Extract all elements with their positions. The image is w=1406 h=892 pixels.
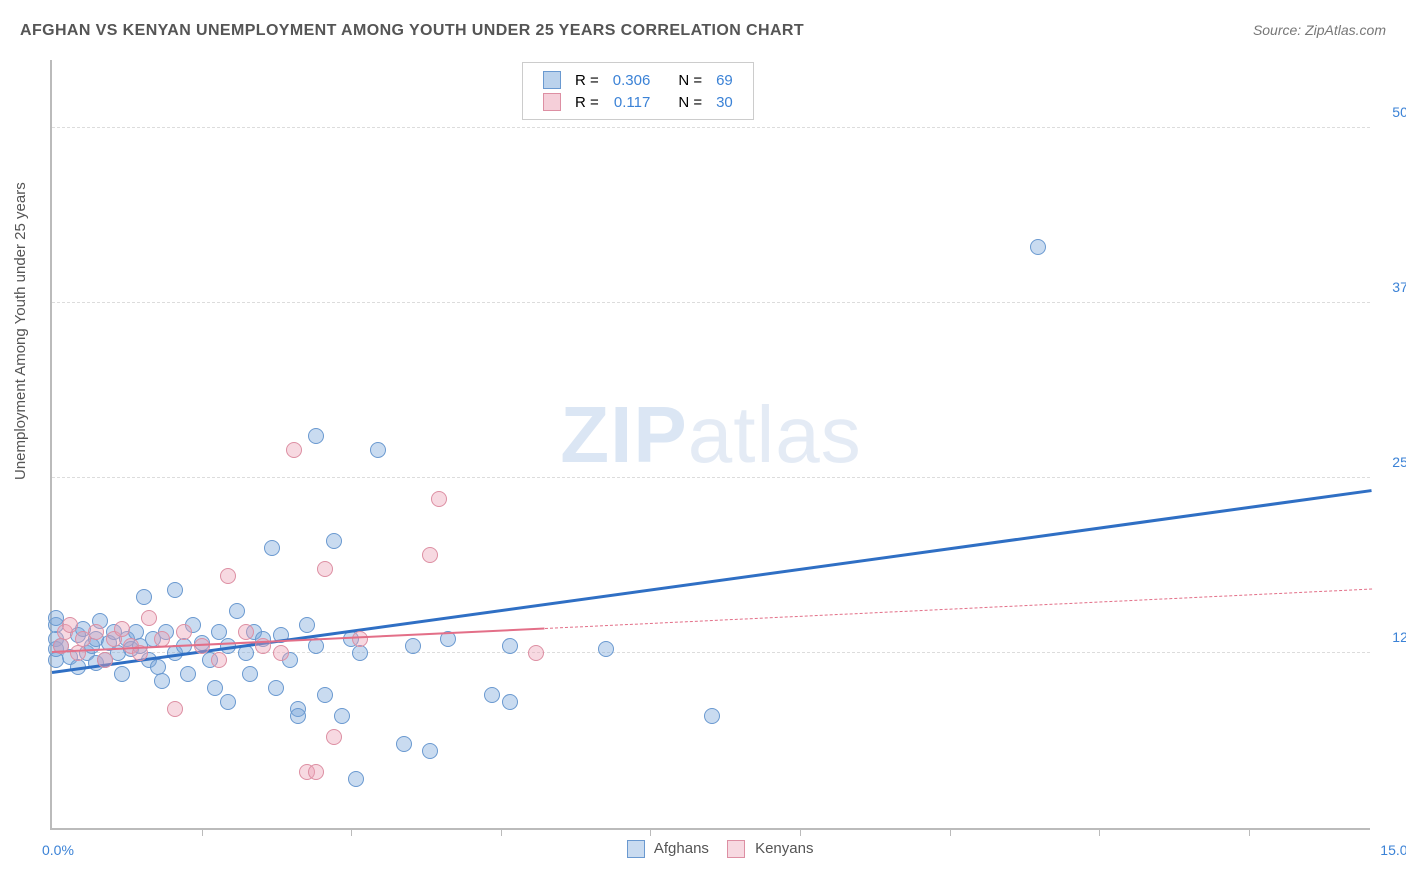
data-point-afghans xyxy=(405,638,421,654)
legend-swatch xyxy=(727,840,745,858)
data-point-kenyans xyxy=(273,645,289,661)
data-point-kenyans xyxy=(211,652,227,668)
data-point-afghans xyxy=(598,641,614,657)
legend-r-label: R = xyxy=(569,92,605,112)
legend-swatch xyxy=(543,71,561,89)
trend-line xyxy=(545,589,1372,629)
source-label: Source: ZipAtlas.com xyxy=(1253,22,1386,38)
data-point-kenyans xyxy=(176,624,192,640)
legend-r-label: R = xyxy=(569,70,605,90)
data-point-afghans xyxy=(264,540,280,556)
data-point-afghans xyxy=(348,771,364,787)
y-axis-label: Unemployment Among Youth under 25 years xyxy=(12,182,29,480)
data-point-afghans xyxy=(167,582,183,598)
y-tick-label: 12.5% xyxy=(1374,629,1406,645)
x-tick xyxy=(950,828,951,836)
x-tick xyxy=(1099,828,1100,836)
correlation-legend: R =0.306 N =69 R =0.117 N =30 xyxy=(522,62,754,120)
data-point-afghans xyxy=(154,673,170,689)
data-point-afghans xyxy=(229,603,245,619)
gridline xyxy=(52,127,1370,128)
data-point-kenyans xyxy=(326,729,342,745)
legend-swatch xyxy=(543,93,561,111)
data-point-kenyans xyxy=(88,624,104,640)
legend-series-label: Afghans xyxy=(651,840,709,857)
x-axis-max-label: 15.0% xyxy=(1380,842,1406,858)
data-point-afghans xyxy=(317,687,333,703)
data-point-afghans xyxy=(422,743,438,759)
gridline xyxy=(52,302,1370,303)
data-point-afghans xyxy=(220,694,236,710)
data-point-afghans xyxy=(334,708,350,724)
legend-n-value: 30 xyxy=(710,92,739,112)
gridline xyxy=(52,477,1370,478)
data-point-kenyans xyxy=(167,701,183,717)
x-tick xyxy=(202,828,203,836)
watermark: ZIPatlas xyxy=(560,389,861,481)
x-tick xyxy=(501,828,502,836)
data-point-kenyans xyxy=(308,764,324,780)
data-point-afghans xyxy=(502,638,518,654)
trend-line xyxy=(52,489,1372,674)
x-tick xyxy=(351,828,352,836)
data-point-afghans xyxy=(484,687,500,703)
data-point-kenyans xyxy=(422,547,438,563)
data-point-afghans xyxy=(299,617,315,633)
chart-title: AFGHAN VS KENYAN UNEMPLOYMENT AMONG YOUT… xyxy=(20,22,804,40)
legend-n-label: N = xyxy=(672,70,708,90)
data-point-kenyans xyxy=(238,624,254,640)
data-point-afghans xyxy=(326,533,342,549)
data-point-afghans xyxy=(290,708,306,724)
data-point-kenyans xyxy=(528,645,544,661)
data-point-kenyans xyxy=(114,621,130,637)
chart-container: AFGHAN VS KENYAN UNEMPLOYMENT AMONG YOUT… xyxy=(0,0,1406,892)
legend-swatch xyxy=(627,840,645,858)
data-point-afghans xyxy=(502,694,518,710)
data-point-afghans xyxy=(396,736,412,752)
data-point-kenyans xyxy=(62,617,78,633)
y-tick-label: 25.0% xyxy=(1374,454,1406,470)
data-point-kenyans xyxy=(286,442,302,458)
data-point-afghans xyxy=(268,680,284,696)
data-point-afghans xyxy=(242,666,258,682)
legend-r-value: 0.306 xyxy=(607,70,657,90)
y-tick-label: 37.5% xyxy=(1374,279,1406,295)
data-point-afghans xyxy=(704,708,720,724)
y-tick-label: 50.0% xyxy=(1374,104,1406,120)
data-point-afghans xyxy=(207,680,223,696)
legend-r-value: 0.117 xyxy=(607,92,657,112)
data-point-kenyans xyxy=(97,652,113,668)
data-point-afghans xyxy=(352,645,368,661)
legend-n-value: 69 xyxy=(710,70,739,90)
data-point-afghans xyxy=(114,666,130,682)
data-point-kenyans xyxy=(220,568,236,584)
x-tick xyxy=(1249,828,1250,836)
data-point-kenyans xyxy=(352,631,368,647)
x-tick xyxy=(650,828,651,836)
data-point-afghans xyxy=(136,589,152,605)
data-point-kenyans xyxy=(141,610,157,626)
legend-series-label: Kenyans xyxy=(751,840,814,857)
plot-area: ZIPatlas R =0.306N =69R =0.117N =30 0.0%… xyxy=(50,60,1370,830)
x-tick xyxy=(800,828,801,836)
data-point-afghans xyxy=(180,666,196,682)
data-point-kenyans xyxy=(431,491,447,507)
data-point-afghans xyxy=(1030,239,1046,255)
data-point-afghans xyxy=(308,428,324,444)
data-point-kenyans xyxy=(70,645,86,661)
legend-n-label: N = xyxy=(672,92,708,112)
series-legend: Afghans Kenyans xyxy=(52,840,1370,858)
data-point-kenyans xyxy=(317,561,333,577)
data-point-afghans xyxy=(370,442,386,458)
